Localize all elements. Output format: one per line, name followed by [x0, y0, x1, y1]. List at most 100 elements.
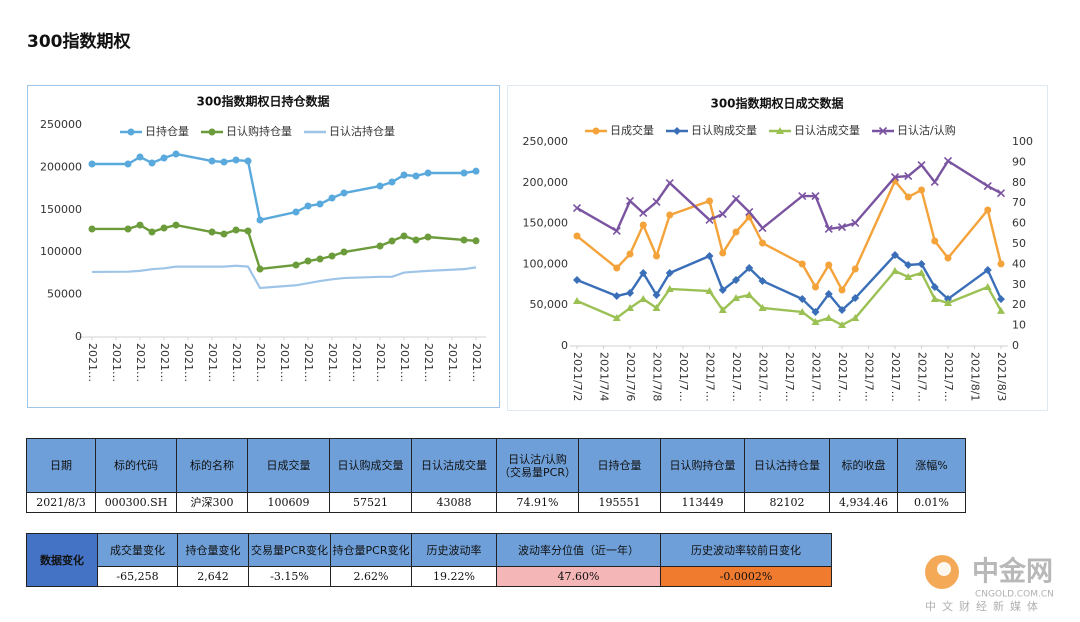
- logo-tagline: 中文财经新媒体: [925, 599, 1044, 613]
- point: [172, 150, 180, 158]
- point: [124, 160, 132, 168]
- header-row: 数据变化 成交量变化 持仓量变化 交易量PCR变化 持仓量PCR变化 历史波动率…: [26, 533, 832, 587]
- y2-tick-label: 20: [1012, 298, 1026, 311]
- point: [292, 208, 300, 216]
- point: [891, 251, 899, 260]
- y2-tick-label: 80: [1012, 176, 1026, 189]
- point: [745, 207, 754, 217]
- x-tick-label: 2021/7…: [863, 352, 876, 402]
- x-tick-label: 2021/7…: [783, 352, 796, 402]
- cell: 57521: [329, 492, 412, 513]
- x-tick-label: 2021…: [158, 343, 171, 382]
- change-table: 数据变化 成交量变化 持仓量变化 交易量PCR变化 持仓量PCR变化 历史波动率…: [26, 533, 832, 587]
- header-cell: 交易量PCR变化: [248, 533, 331, 567]
- header-cell: 标的代码: [95, 438, 177, 493]
- header-cell: 持仓量变化: [177, 533, 249, 567]
- point: [705, 251, 714, 260]
- x-tick-label: 2021…: [302, 343, 315, 382]
- summary-table: 日期 标的代码 标的名称 日成交量 日认购成交量 日认沽成交量 日认沽/认购（交…: [26, 438, 966, 513]
- x-tick-label: 2021/7/2: [571, 352, 584, 401]
- legend-marker: [776, 127, 784, 134]
- header-cell: 标的收盘: [829, 438, 898, 493]
- point: [340, 248, 348, 256]
- point: [917, 160, 926, 170]
- y2-tick-label: 30: [1012, 278, 1026, 291]
- point: [665, 178, 674, 188]
- x-tick-label: 2021/7…: [757, 352, 770, 402]
- point: [573, 275, 581, 284]
- cell: 82102: [744, 492, 830, 513]
- point: [612, 291, 621, 300]
- header-cell: 涨幅%: [897, 438, 966, 493]
- x-tick-label: 2021…: [422, 343, 435, 382]
- point: [930, 294, 939, 302]
- x-tick-label: 2021/7…: [677, 352, 690, 402]
- point: [256, 216, 264, 224]
- y-tick-label: 0: [561, 339, 568, 352]
- point: [136, 221, 144, 229]
- y-tick-label: 100,000: [523, 257, 569, 270]
- x-tick-label: 2021…: [470, 343, 483, 382]
- y2-tick-label: 100: [1012, 135, 1033, 148]
- header-cell: 日认购持仓量: [660, 438, 745, 493]
- header-cell: 日认沽/认购（交易量PCR）: [496, 438, 579, 493]
- point: [244, 157, 252, 165]
- point: [930, 177, 939, 187]
- x-tick-label: 2021…: [446, 343, 459, 382]
- cell: 0.01%: [897, 492, 966, 513]
- point: [88, 160, 96, 168]
- logo-icon: [937, 562, 951, 576]
- legend-label: 日认购持仓量: [226, 124, 292, 138]
- point: [917, 259, 926, 268]
- point: [220, 230, 228, 238]
- point: [891, 267, 899, 275]
- x-tick-label: 2021/8/1: [969, 352, 982, 401]
- point: [316, 255, 324, 263]
- point: [652, 291, 661, 299]
- point: [424, 169, 432, 177]
- x-tick-label: 2021/7…: [810, 352, 823, 402]
- y-tick-label: 200000: [40, 160, 82, 173]
- point: [731, 194, 741, 203]
- legend-marker: [673, 127, 681, 135]
- point: [388, 178, 396, 186]
- point: [918, 186, 925, 194]
- point: [472, 167, 480, 175]
- point: [811, 191, 820, 201]
- x-tick-label: 2021…: [86, 343, 99, 382]
- header-row: 日期 标的代码 标的名称 日成交量 日认购成交量 日认沽成交量 日认沽/认购（交…: [26, 438, 966, 493]
- point: [124, 225, 132, 233]
- point: [917, 268, 926, 276]
- point: [304, 257, 312, 265]
- header-cell: 成交量变化: [97, 533, 178, 567]
- x-tick-label: 2021…: [230, 343, 243, 382]
- point: [758, 276, 767, 285]
- header-cell: 日认购成交量: [329, 438, 412, 493]
- point: [745, 291, 754, 298]
- point: [718, 306, 727, 314]
- point: [851, 218, 860, 228]
- point: [626, 303, 634, 311]
- point: [890, 173, 900, 182]
- x-tick-label: 2021/7…: [889, 352, 902, 402]
- point: [930, 283, 939, 292]
- point: [639, 221, 647, 229]
- header-cell: 日认沽成交量: [411, 438, 497, 493]
- point: [88, 225, 96, 233]
- y-tick-label: 150000: [40, 203, 82, 216]
- x-tick-label: 2021…: [254, 343, 267, 382]
- cell: 195551: [578, 492, 661, 513]
- point: [652, 303, 661, 311]
- point: [838, 306, 846, 315]
- point: [172, 221, 180, 229]
- x-tick-label: 2021/7…: [730, 352, 743, 402]
- point: [997, 306, 1005, 314]
- y2-tick-label: 90: [1012, 155, 1026, 168]
- chart-frame: [507, 85, 1048, 411]
- point: [626, 288, 634, 297]
- point: [838, 286, 846, 294]
- legend-label: 日认购成交量: [691, 123, 757, 137]
- point: [400, 232, 408, 240]
